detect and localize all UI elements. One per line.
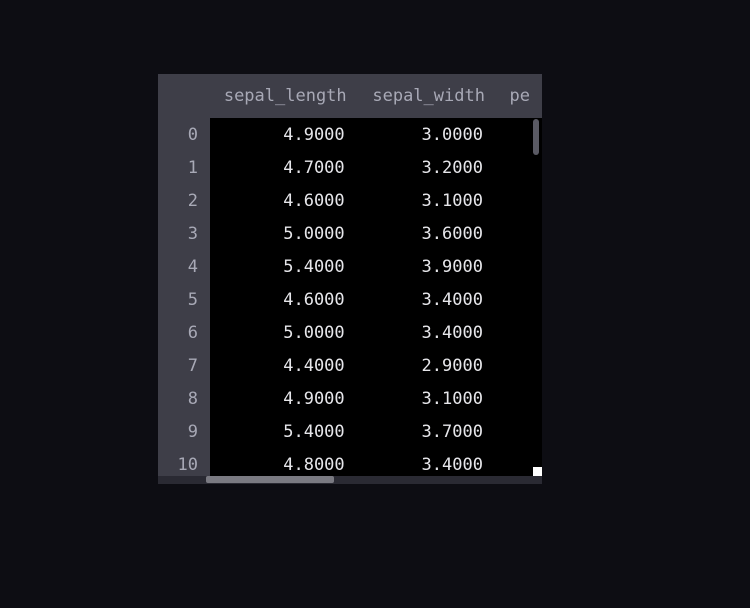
cell[interactable]: 3.6000 [359, 217, 497, 250]
row-index[interactable]: 0 [158, 118, 210, 151]
dataframe-table: sepal_length sepal_width pe 0 4.9000 3.0… [158, 74, 542, 481]
table-row: 9 5.4000 3.7000 [158, 415, 542, 448]
cell[interactable]: 3.1000 [359, 184, 497, 217]
row-index[interactable]: 7 [158, 349, 210, 382]
table-row: 5 4.6000 3.4000 [158, 283, 542, 316]
resize-handle[interactable] [533, 467, 542, 476]
cell[interactable] [497, 349, 542, 382]
cell[interactable]: 3.4000 [359, 316, 497, 349]
table-row: 6 5.0000 3.4000 [158, 316, 542, 349]
cell[interactable] [497, 250, 542, 283]
cell[interactable]: 3.9000 [359, 250, 497, 283]
row-index[interactable]: 9 [158, 415, 210, 448]
row-index[interactable]: 6 [158, 316, 210, 349]
column-header[interactable]: sepal_width [359, 74, 497, 118]
index-header [158, 74, 210, 118]
cell[interactable]: 3.1000 [359, 382, 497, 415]
cell[interactable] [497, 283, 542, 316]
cell[interactable]: 4.4000 [210, 349, 359, 382]
cell[interactable] [497, 382, 542, 415]
table-row: 3 5.0000 3.6000 [158, 217, 542, 250]
dataframe-viewport: sepal_length sepal_width pe 0 4.9000 3.0… [158, 74, 542, 484]
cell[interactable] [497, 184, 542, 217]
cell[interactable]: 3.2000 [359, 151, 497, 184]
table-row: 4 5.4000 3.9000 [158, 250, 542, 283]
row-index[interactable]: 4 [158, 250, 210, 283]
row-index[interactable]: 2 [158, 184, 210, 217]
cell[interactable] [497, 316, 542, 349]
row-index[interactable]: 1 [158, 151, 210, 184]
vertical-scrollbar-thumb[interactable] [533, 119, 539, 155]
cell[interactable]: 5.4000 [210, 415, 359, 448]
row-index[interactable]: 8 [158, 382, 210, 415]
cell[interactable]: 2.9000 [359, 349, 497, 382]
cell[interactable]: 4.9000 [210, 118, 359, 151]
cell[interactable] [497, 151, 542, 184]
cell[interactable]: 4.9000 [210, 382, 359, 415]
cell[interactable]: 3.4000 [359, 283, 497, 316]
row-index[interactable]: 5 [158, 283, 210, 316]
cell[interactable]: 5.0000 [210, 316, 359, 349]
cell[interactable]: 5.4000 [210, 250, 359, 283]
table-row: 0 4.9000 3.0000 [158, 118, 542, 151]
cell[interactable]: 4.7000 [210, 151, 359, 184]
table-row: 2 4.6000 3.1000 [158, 184, 542, 217]
table-row: 8 4.9000 3.1000 [158, 382, 542, 415]
cell[interactable] [497, 415, 542, 448]
row-index[interactable]: 3 [158, 217, 210, 250]
cell[interactable]: 5.0000 [210, 217, 359, 250]
table-row: 1 4.7000 3.2000 [158, 151, 542, 184]
table-row: 7 4.4000 2.9000 [158, 349, 542, 382]
cell[interactable] [497, 217, 542, 250]
cell[interactable]: 3.0000 [359, 118, 497, 151]
column-header[interactable]: sepal_length [210, 74, 359, 118]
column-header[interactable]: pe [497, 74, 542, 118]
horizontal-scrollbar-thumb[interactable] [206, 476, 334, 483]
cell[interactable]: 3.7000 [359, 415, 497, 448]
header-row: sepal_length sepal_width pe [158, 74, 542, 118]
cell[interactable]: 4.6000 [210, 283, 359, 316]
cell[interactable]: 4.6000 [210, 184, 359, 217]
